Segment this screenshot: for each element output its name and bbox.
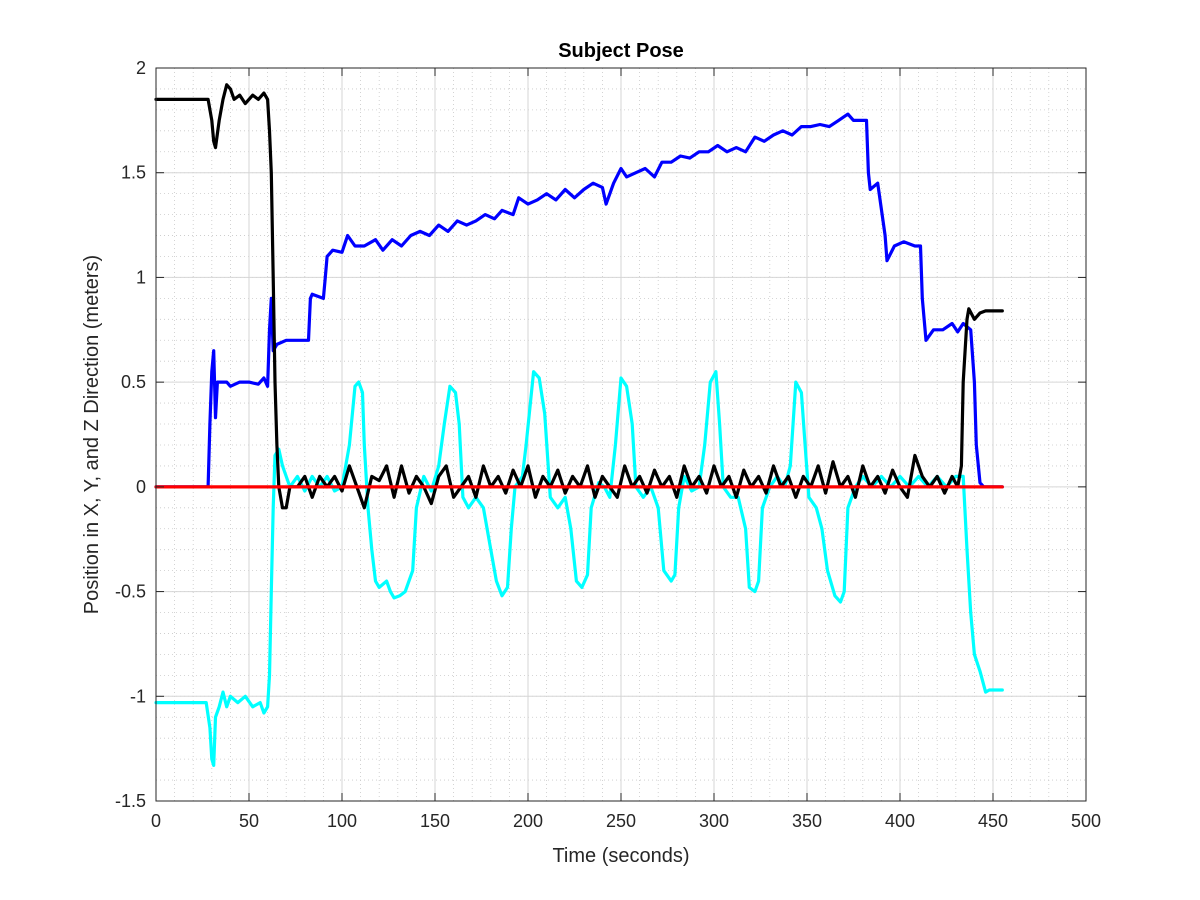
y-tick-label: -1: [130, 686, 146, 706]
x-tick-label: 50: [239, 811, 259, 831]
y-tick-label: 1.5: [121, 163, 146, 183]
y-tick-label: 0: [136, 477, 146, 497]
x-tick-label: 150: [420, 811, 450, 831]
x-tick-label: 400: [885, 811, 915, 831]
x-tick-label: 0: [151, 811, 161, 831]
x-tick-label: 500: [1071, 811, 1101, 831]
x-tick-label: 450: [978, 811, 1008, 831]
x-tick-label: 250: [606, 811, 636, 831]
y-axis-label: Position in X, Y, and Z Direction (meter…: [81, 255, 103, 614]
x-tick-label: 300: [699, 811, 729, 831]
chart-title: Subject Pose: [558, 40, 684, 62]
x-axis-ticks: 0 50 100 150 200 250 300 350 400 450 500: [151, 68, 1101, 831]
x-tick-label: 200: [513, 811, 543, 831]
series-layer: [154, 83, 1004, 767]
y-tick-label: 2: [136, 58, 146, 78]
series-line-1: [154, 112, 1004, 489]
x-axis-label: Time (seconds): [552, 845, 689, 867]
x-tick-label: 100: [327, 811, 357, 831]
series-line-3: [154, 83, 1004, 510]
y-tick-label: 0.5: [121, 372, 146, 392]
y-axis-ticks: -1.5 -1 -0.5 0 0.5 1 1.5 2: [115, 58, 1086, 811]
y-tick-label: -1.5: [115, 791, 146, 811]
y-tick-label: 1: [136, 267, 146, 287]
x-tick-label: 350: [792, 811, 822, 831]
y-tick-label: -0.5: [115, 582, 146, 602]
